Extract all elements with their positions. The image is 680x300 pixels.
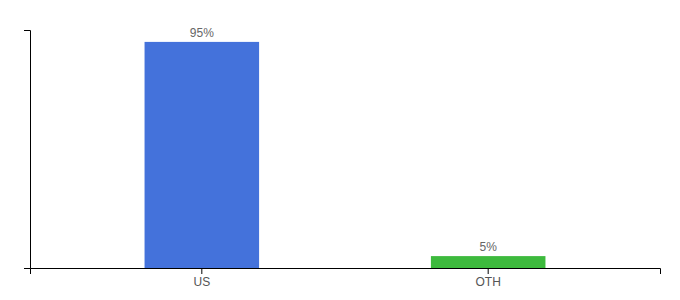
- x-tick: US: [193, 268, 210, 289]
- x-tick-label: OTH: [476, 275, 501, 289]
- x-tick-label: US: [193, 275, 210, 289]
- chart: US OTH 95% 5%: [0, 0, 680, 300]
- bars: [145, 42, 546, 268]
- x-axis: US OTH: [31, 268, 661, 289]
- x-axis-line: [31, 269, 661, 275]
- x-tick: OTH: [476, 268, 501, 289]
- data-label: 5%: [480, 240, 498, 254]
- data-label: 95%: [190, 26, 214, 40]
- x-tick-mark: [201, 268, 202, 274]
- y-axis-line: [24, 31, 31, 269]
- y-axis: [24, 31, 31, 269]
- bar: [145, 42, 260, 268]
- plot-area: US OTH 95% 5%: [24, 26, 661, 289]
- data-labels: 95% 5%: [190, 26, 497, 254]
- x-tick-mark: [488, 268, 489, 274]
- bar: [431, 256, 546, 268]
